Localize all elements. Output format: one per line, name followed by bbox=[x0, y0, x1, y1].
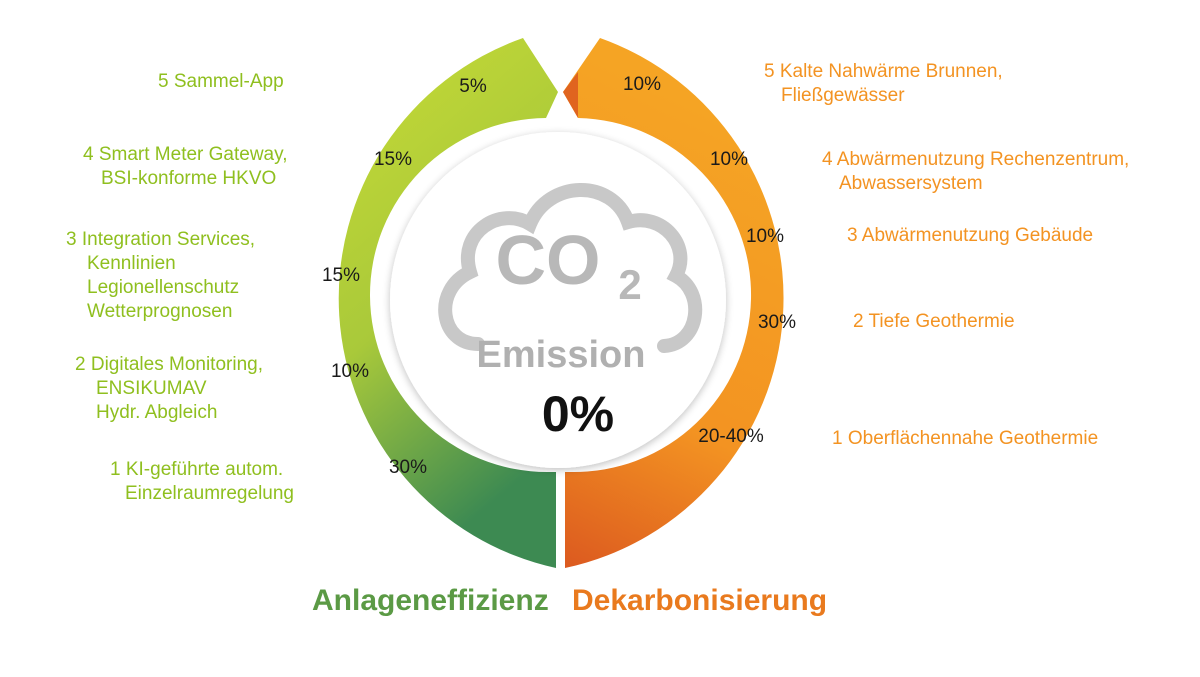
left-label-3: 3 Integration Services, Kennlinien Legio… bbox=[66, 228, 255, 324]
co2-text: CO bbox=[496, 221, 601, 299]
left-segment-5-value: 5% bbox=[459, 76, 487, 97]
left-label-2-line-1: 2 Digitales Monitoring, bbox=[75, 354, 263, 375]
left-label-2: 2 Digitales Monitoring, ENSIKUMAV Hydr. … bbox=[75, 353, 263, 425]
left-label-1-line-2: Einzelraumregelung bbox=[125, 483, 294, 504]
cloud-icon bbox=[438, 183, 703, 353]
left-segment-2-value: 10% bbox=[331, 361, 369, 382]
right-ring-title: Dekarbonisierung bbox=[572, 584, 828, 617]
right-label-2: 2 Tiefe Geothermie bbox=[853, 310, 1015, 334]
right-ring-arc bbox=[563, 38, 784, 568]
right-label-4: 4 Abwärmenutzung Rechenzentrum, Abwasser… bbox=[822, 148, 1129, 196]
right-label-5-line-1: 5 Kalte Nahwärme Brunnen, bbox=[764, 61, 1003, 82]
right-segment-1-value: 20-40% bbox=[698, 426, 764, 447]
right-segment-5-value: 10% bbox=[623, 74, 661, 95]
emission-label: Emission bbox=[477, 334, 646, 376]
left-label-3-line-4: Wetterprognosen bbox=[87, 301, 233, 322]
left-label-4-line-1: 4 Smart Meter Gateway, bbox=[83, 144, 288, 165]
left-label-2-line-3: Hydr. Abgleich bbox=[96, 402, 218, 423]
left-segment-3-value: 15% bbox=[322, 265, 360, 286]
right-label-3-line-1: 3 Abwärmenutzung Gebäude bbox=[847, 225, 1094, 246]
left-label-3-line-3: Legionellenschutz bbox=[87, 277, 240, 298]
right-segment-4-value: 10% bbox=[710, 149, 748, 170]
right-label-5: 5 Kalte Nahwärme Brunnen, Fließgewässer bbox=[764, 60, 1003, 108]
right-label-5-line-2: Fließgewässer bbox=[781, 85, 905, 106]
co2-subscript: 2 bbox=[618, 261, 641, 308]
left-ring-arc bbox=[338, 38, 558, 568]
left-label-4-line-2: BSI-konforme HKVO bbox=[101, 168, 277, 189]
right-ring-notch bbox=[563, 72, 578, 118]
right-label-2-line-1: 2 Tiefe Geothermie bbox=[853, 311, 1015, 332]
emission-value: 0% bbox=[542, 386, 614, 442]
right-label-4-line-1: 4 Abwärmenutzung Rechenzentrum, bbox=[822, 149, 1130, 170]
left-label-3-line-2: Kennlinien bbox=[87, 253, 176, 274]
left-label-5-line-1: 5 Sammel-App bbox=[158, 71, 284, 92]
right-label-1-line-1: 1 Oberflächennahe Geothermie bbox=[832, 428, 1099, 449]
right-label-4-line-2: Abwassersystem bbox=[839, 173, 983, 194]
right-segment-2-value: 30% bbox=[758, 312, 796, 333]
left-label-3-line-1: 3 Integration Services, bbox=[66, 229, 256, 250]
right-label-1: 1 Oberflächennahe Geothermie bbox=[832, 427, 1098, 451]
left-label-2-line-2: ENSIKUMAV bbox=[96, 378, 207, 399]
right-segment-3-value: 10% bbox=[746, 226, 784, 247]
left-label-5: 5 Sammel-App bbox=[158, 70, 284, 94]
right-label-3: 3 Abwärmenutzung Gebäude bbox=[847, 224, 1093, 248]
left-segment-4-value: 15% bbox=[374, 149, 412, 170]
left-label-4: 4 Smart Meter Gateway, BSI-konforme HKVO bbox=[83, 143, 288, 191]
left-ring-title: Anlageneffizienz bbox=[312, 584, 549, 617]
left-label-1-line-1: 1 KI-geführte autom. bbox=[110, 459, 284, 480]
left-label-1: 1 KI-geführte autom. Einzelraumregelung bbox=[110, 458, 294, 506]
left-segment-1-value: 30% bbox=[389, 457, 427, 478]
